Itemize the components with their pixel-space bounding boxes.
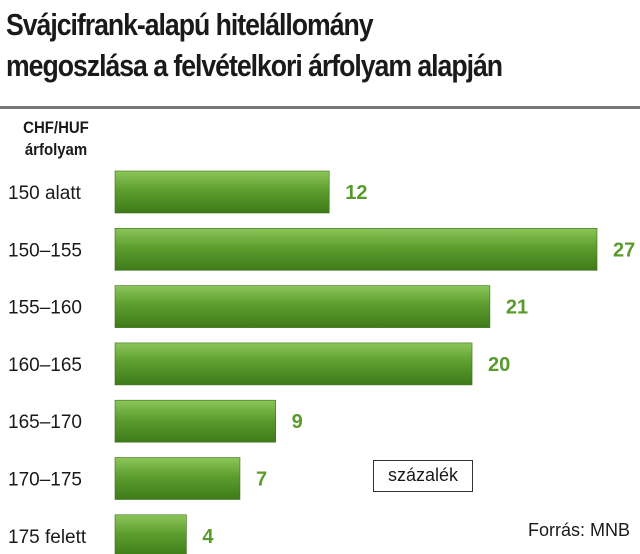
category-label: 150–155 xyxy=(8,240,82,261)
category-axis-label: CHF/HUF árfolyam xyxy=(12,117,100,161)
title-line-2: megoszlása a felvételkori árfolyam alapj… xyxy=(6,48,503,83)
value-label: 9 xyxy=(292,411,303,433)
value-label: 4 xyxy=(202,526,214,548)
bars-group: 150 alatt 12 150–155 27 155–160 21 160–165 20 16… xyxy=(8,170,635,554)
title-line-1: Svájcifrank-alapú hitelállomány xyxy=(6,7,374,42)
bar xyxy=(114,342,473,386)
unit-label-box: százalék xyxy=(373,460,473,492)
category-label: 170–175 xyxy=(8,470,82,491)
value-label: 7 xyxy=(256,469,267,491)
bar xyxy=(114,170,330,214)
category-label: 160–165 xyxy=(8,355,82,376)
bar xyxy=(114,457,241,500)
bar xyxy=(114,285,491,328)
chart-title: Svájcifrank-alapú hitelállomány megoszlá… xyxy=(6,4,550,86)
value-label: 12 xyxy=(345,182,367,204)
category-label: 165–170 xyxy=(8,412,82,433)
bar xyxy=(114,228,598,271)
value-label: 21 xyxy=(506,297,528,319)
category-label: 150 alatt xyxy=(8,183,82,204)
bar xyxy=(114,399,276,443)
axis-label-line-1: CHF/HUF xyxy=(23,118,89,137)
category-label: 175 felett xyxy=(8,527,87,548)
axis-label-line-2: árfolyam xyxy=(24,140,88,159)
value-label: 20 xyxy=(488,354,510,376)
value-label: 27 xyxy=(613,239,635,261)
category-label: 155–160 xyxy=(8,298,82,319)
source-note: Forrás: MNB xyxy=(527,520,630,540)
title-divider xyxy=(0,106,640,109)
bar xyxy=(114,514,187,554)
